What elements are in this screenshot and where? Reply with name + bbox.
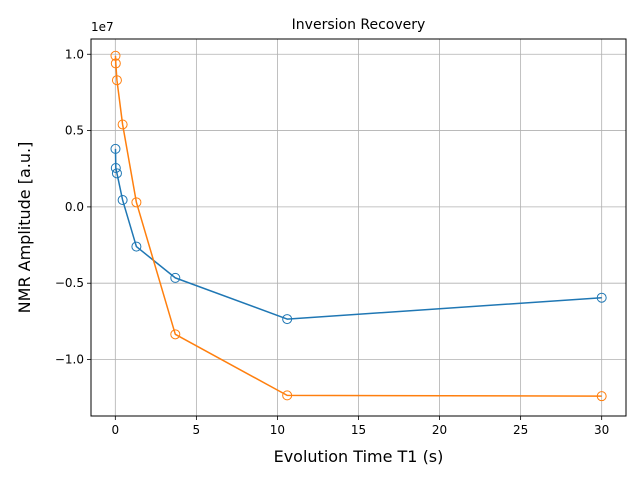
series-2 bbox=[110, 50, 607, 402]
x-tick-label: 10 bbox=[270, 423, 285, 437]
x-axis-label: Evolution Time T1 (s) bbox=[274, 447, 444, 466]
y-axis-label: NMR Amplitude [a.u.] bbox=[15, 142, 34, 314]
data-point bbox=[117, 119, 128, 130]
data-point bbox=[170, 329, 181, 340]
chart-title: Inversion Recovery bbox=[292, 17, 426, 33]
y-tick-label: −0.5 bbox=[55, 276, 84, 290]
y-axis-ticks: −1.0 −0.5 0.0 0.5 1.0 bbox=[55, 47, 91, 367]
x-axis-ticks: 0 5 10 15 20 25 30 bbox=[111, 416, 609, 437]
data-point bbox=[110, 50, 121, 61]
data-point bbox=[170, 272, 181, 283]
x-tick-label: 30 bbox=[594, 423, 609, 437]
data-point bbox=[282, 314, 293, 325]
y-tick-label: −1.0 bbox=[55, 353, 84, 367]
data-point bbox=[111, 75, 122, 86]
y-axis-offset-label: 1e7 bbox=[91, 20, 114, 34]
data-point bbox=[117, 195, 128, 206]
y-tick-label: 0.5 bbox=[65, 124, 84, 138]
x-tick-label: 25 bbox=[513, 423, 528, 437]
data-point bbox=[110, 162, 121, 173]
y-tick-label: 1.0 bbox=[65, 47, 84, 61]
x-tick-label: 20 bbox=[432, 423, 447, 437]
data-point bbox=[110, 143, 121, 154]
data-point bbox=[110, 58, 121, 69]
data-point bbox=[111, 168, 122, 179]
y-tick-label: 0.0 bbox=[65, 200, 84, 214]
series-line bbox=[114, 55, 602, 397]
data-point bbox=[596, 391, 607, 402]
series-1 bbox=[110, 143, 607, 325]
data-point bbox=[282, 390, 293, 401]
data-point bbox=[131, 197, 142, 208]
x-tick-label: 0 bbox=[111, 423, 119, 437]
x-tick-label: 15 bbox=[351, 423, 366, 437]
x-tick-label: 5 bbox=[193, 423, 201, 437]
series-layer bbox=[110, 50, 607, 402]
grid bbox=[91, 39, 626, 416]
data-point bbox=[596, 292, 607, 303]
data-point bbox=[131, 241, 142, 252]
